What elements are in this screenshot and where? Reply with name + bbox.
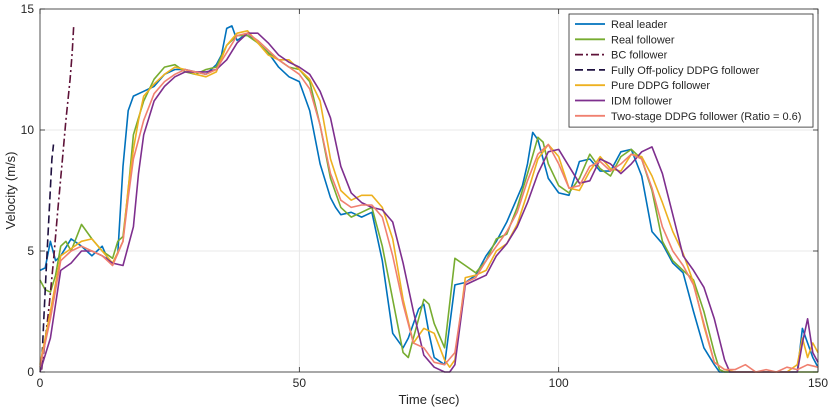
legend-label: Real follower [611,34,675,46]
series-line-4 [40,144,55,368]
y-tick-label: 0 [27,365,34,379]
legend: Real leader Real follower BC follower Fully… [568,13,814,128]
legend-label: IDM follower [611,96,672,108]
grid-layer [40,9,818,372]
series-line-2 [39,34,818,373]
legend-label: Fully Off-policy DDPG follower [611,65,760,77]
x-tick-label: 50 [293,376,307,390]
y-axis-label: Velocity (m/s) [3,151,18,229]
y-tick-label: 10 [21,123,35,137]
x-axis-label: Time (sec) [399,392,460,407]
series-line-3 [40,25,75,370]
legend-box [568,13,814,128]
legend-label: Pure DDPG follower [611,80,710,92]
y-tick-label: 15 [21,2,35,16]
legend-label: BC follower [611,50,668,62]
x-tick-label: 150 [808,376,828,390]
legend-label: Two-stage DDPG follower (Ratio = 0.6) [611,111,801,123]
series-line-1 [39,25,819,373]
tick-layer: 0 50 100 150 0 5 10 15 [21,2,829,390]
x-tick-label: 100 [549,376,569,390]
series-line-7 [39,32,819,373]
plot-frame [39,8,819,373]
x-tick-label: 0 [37,376,44,390]
legend-label: Real leader [611,19,668,31]
y-tick-label: 5 [27,244,34,258]
